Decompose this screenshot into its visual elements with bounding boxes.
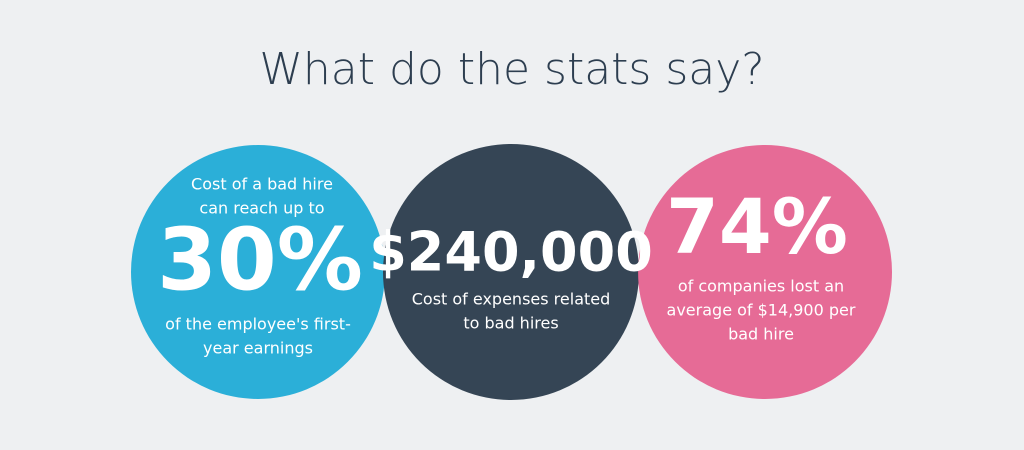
circle-text: bad hire (728, 325, 794, 344)
circle-text: average of $14,900 per (667, 301, 856, 320)
stat-number: 30% (157, 210, 363, 310)
circle-text: Cost of a bad hire (191, 175, 333, 194)
stat-number: 74% (666, 182, 848, 271)
circle-text: year earnings (203, 339, 313, 358)
circle-text: Cost of expenses related (412, 290, 611, 309)
stat-circle (131, 145, 385, 399)
circle-text: can reach up to (199, 199, 324, 218)
circle-text: of the employee's first- (165, 315, 351, 334)
stat-number: $240,000 (369, 221, 653, 284)
circle-text: to bad hires (463, 314, 558, 333)
stat-circle (638, 145, 892, 399)
title: What do the stats say? (259, 44, 764, 95)
stat-circle (383, 144, 639, 400)
circle-text: of companies lost an (678, 277, 844, 296)
